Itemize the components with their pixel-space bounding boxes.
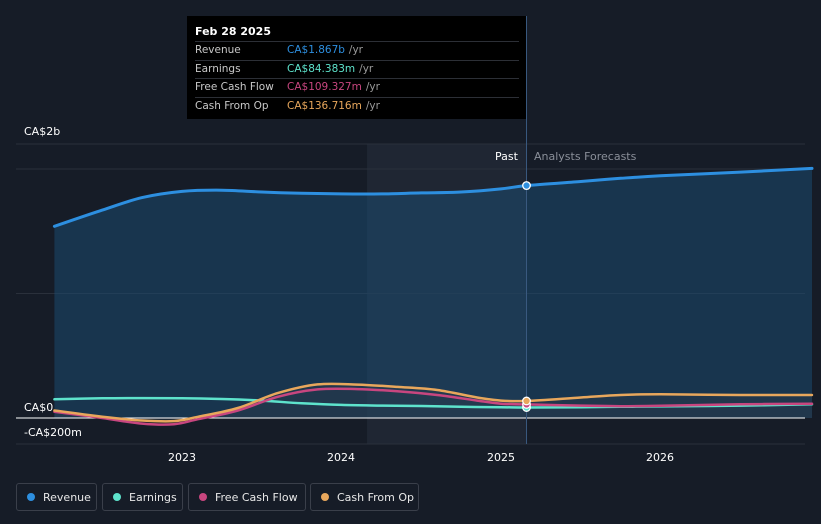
tooltip-label: Earnings [195,62,241,75]
x-tick-label-2023: 2023 [168,451,196,464]
legend-dot-icon [321,493,329,501]
legend-label: Earnings [129,490,177,504]
past-label: Past [495,150,518,163]
tooltip-date: Feb 28 2025 [195,25,271,38]
tooltip-value: CA$1.867b [287,44,345,56]
legend-label: Cash From Op [337,490,415,504]
cash-from-op-area [54,383,813,422]
tooltip-row-revenue: Revenue CA$1.867b /yr [195,41,519,60]
tooltip-unit: /yr [348,44,363,56]
y-tick-label-0: CA$0 [24,401,54,414]
revenue-area [54,168,813,418]
tooltip-label: Revenue [195,44,241,56]
series-line-free-cash-flow [53,387,814,426]
legend-item-revenue[interactable]: Revenue [16,483,97,511]
forecast-label: Analysts Forecasts [534,150,637,163]
tooltip: Feb 28 2025 Revenue CA$1.867b /yr Earnin… [187,16,526,119]
x-tick-label-2024: 2024 [327,451,355,464]
tooltip-label: Free Cash Flow [195,81,274,93]
legend-label: Revenue [43,490,91,504]
series-line-revenue [52,166,814,228]
legend-item-earnings[interactable]: Earnings [102,483,183,511]
y-tick-label-2b: CA$2b [24,125,61,138]
tooltip-row-earnings: Earnings CA$84.383m /yr [195,59,519,79]
legend-item-cash-from-op[interactable]: Cash From Op [310,483,419,511]
legend-label: Free Cash Flow [215,490,298,504]
tooltip-value: CA$84.383m [287,62,356,75]
y-tick-label-neg-200m: -CA$200m [24,426,82,439]
tooltip-unit: /yr [365,99,380,112]
tooltip-value: CA$109.327m [287,81,362,93]
x-tick-label-2025: 2025 [487,451,515,464]
legend-dot-icon [27,493,35,501]
marker-cash-from-op [522,396,531,406]
tooltip-row-cash-from-op: Cash From Op CA$136.716m /yr [195,96,519,116]
tooltip-value: CA$136.716m [287,99,362,112]
tooltip-label: Cash From Op [195,99,269,112]
tooltip-unit: /yr [365,81,380,93]
tooltip-unit: /yr [359,62,374,75]
marker-revenue [522,181,531,191]
legend-dot-icon [199,493,207,501]
tooltip-row-free-cash-flow: Free Cash Flow CA$109.327m /yr [195,78,519,97]
legend-dot-icon [113,493,121,501]
series-line-cash-from-op [53,382,814,423]
x-tick-label-2026: 2026 [646,451,674,464]
legend-item-free-cash-flow[interactable]: Free Cash Flow [188,483,306,511]
